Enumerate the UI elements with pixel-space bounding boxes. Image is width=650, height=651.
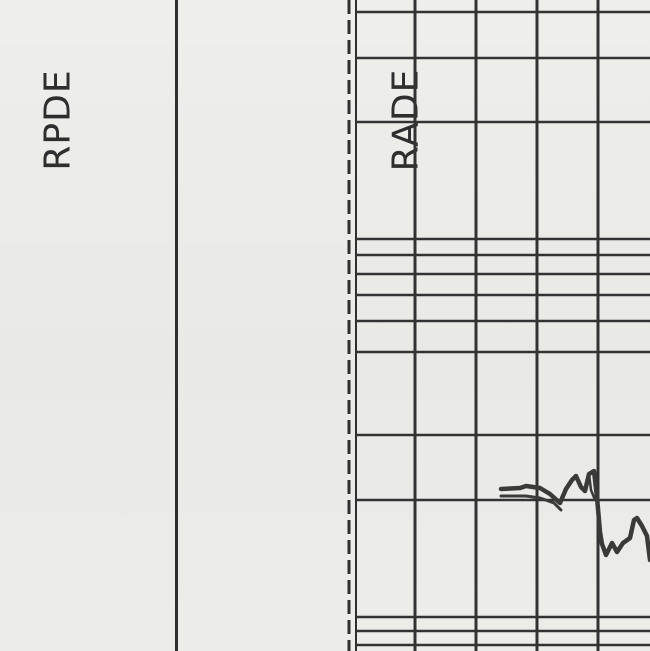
rpde-track-label: RPDE [37,69,79,171]
vertical-grid-lines [413,0,600,651]
track-divider-line [175,0,178,651]
log-curve-line [498,468,650,563]
rade-track-header: RADE [178,0,427,651]
log-curve-line [587,472,597,502]
log-curve-trace [498,468,650,563]
log-curve-grid [340,0,650,651]
log-grid-svg [347,0,650,651]
horizontal-grid-lines [356,10,650,647]
log-curve-line [499,494,563,512]
rpde-track-header: RPDE [0,0,175,651]
